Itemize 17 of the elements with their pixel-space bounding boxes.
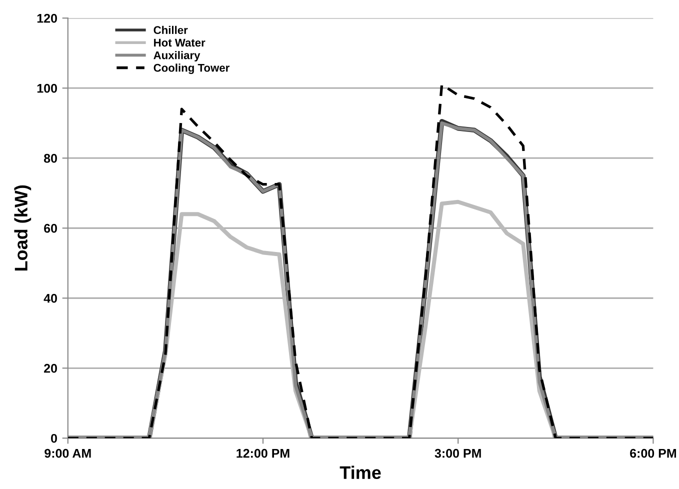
legend-label: Chiller: [154, 26, 188, 34]
x-axis-title: Time: [340, 466, 381, 480]
y-tick-label: 20: [44, 364, 57, 373]
y-axis-title: Load (kW): [14, 185, 32, 271]
x-tick-label: 6:00 PM: [630, 448, 676, 458]
y-tick-label: 60: [44, 224, 57, 233]
y-tick-label: 40: [44, 294, 57, 303]
legend-label: Auxiliary: [154, 51, 200, 62]
y-tick-label: 100: [37, 84, 57, 93]
x-tick-label: 12:00 PM: [236, 448, 290, 458]
x-tick-label: 3:00 PM: [434, 448, 481, 458]
y-tick-label: 80: [44, 154, 57, 163]
legend-label: Cooling Tower: [154, 64, 230, 74]
x-tick-label: 9:00 AM: [44, 448, 91, 458]
legend-label: Hot Water: [154, 38, 206, 47]
y-tick-label: 120: [37, 14, 57, 23]
y-tick-label: 0: [51, 434, 57, 443]
